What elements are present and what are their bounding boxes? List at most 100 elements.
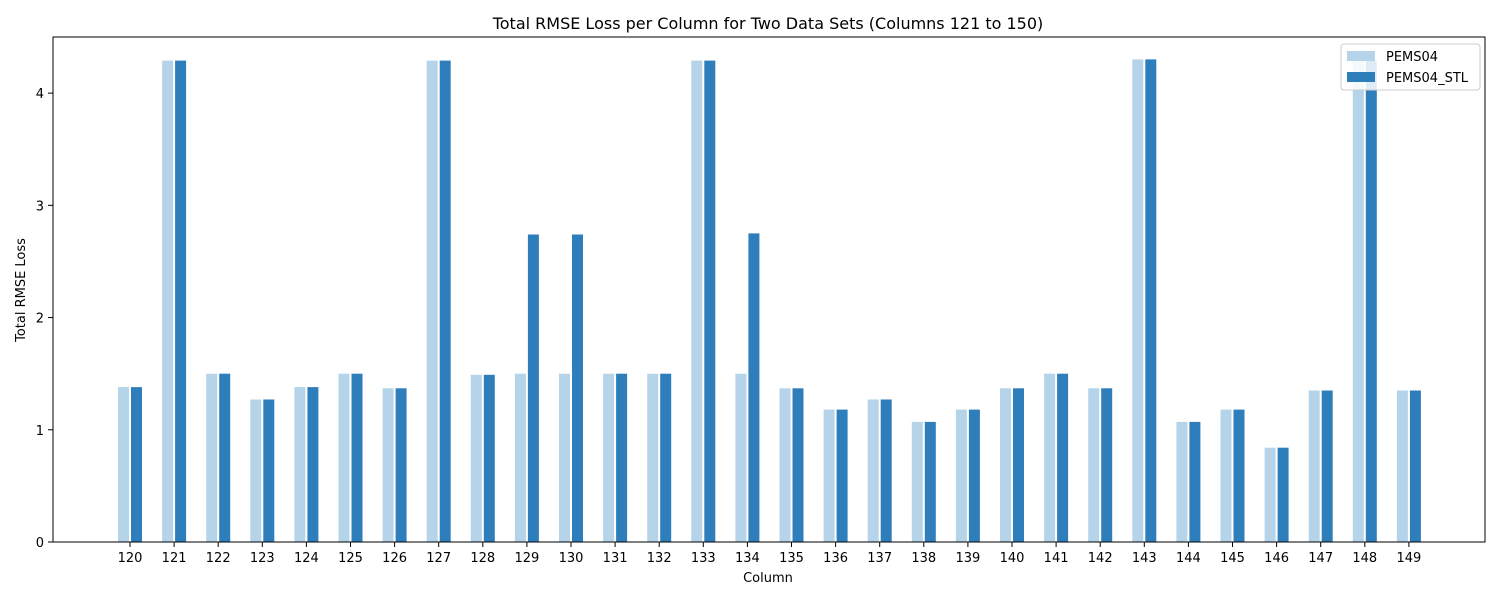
bar-pems04-stl-142 — [1101, 388, 1113, 542]
bar-pems04-stl-141 — [1057, 373, 1069, 542]
bar-pems04-139 — [955, 409, 967, 542]
bar-pems04-stl-124 — [307, 387, 319, 542]
y-axis: 0 1 2 3 4 — [36, 87, 53, 551]
x-tick-label: 144 — [1176, 551, 1201, 566]
x-tick-label: 149 — [1396, 551, 1421, 566]
bar-pems04-stl-139 — [968, 409, 980, 542]
bar-pems04-125 — [338, 373, 350, 542]
bar-pems04-stl-126 — [395, 388, 407, 542]
x-tick-label: 137 — [867, 551, 892, 566]
legend-label-pems04: PEMS04 — [1386, 50, 1438, 65]
x-axis-label: Column — [743, 571, 793, 586]
x-tick-label: 120 — [118, 551, 143, 566]
bar-pems04-stl-130 — [572, 234, 583, 542]
bar-pems04-stl-129 — [527, 234, 539, 542]
bar-pems04-135 — [779, 388, 791, 542]
y-tick-label: 0 — [36, 536, 44, 551]
x-tick-label: 122 — [206, 551, 231, 566]
bar-pems04-120 — [118, 387, 129, 542]
y-tick-label: 4 — [36, 87, 44, 102]
bars-group — [118, 59, 1421, 543]
bar-pems04-140 — [1000, 388, 1011, 542]
bar-pems04-stl-135 — [792, 388, 804, 542]
x-tick-label: 129 — [514, 551, 539, 566]
x-tick-label: 147 — [1308, 551, 1333, 566]
bar-pems04-136 — [823, 409, 835, 542]
x-tick-label: 136 — [823, 551, 848, 566]
legend-label-pems04-stl: PEMS04_STL — [1386, 71, 1469, 86]
bar-pems04-stl-146 — [1277, 447, 1289, 542]
x-tick-label: 134 — [735, 551, 760, 566]
x-tick-label: 135 — [779, 551, 804, 566]
bar-pems04-stl-144 — [1189, 421, 1201, 542]
y-axis-label: Total RMSE Loss — [14, 238, 29, 343]
bar-pems04-142 — [1088, 388, 1100, 542]
bar-pems04-stl-127 — [439, 60, 451, 542]
bar-pems04-stl-149 — [1409, 390, 1421, 542]
x-tick-label: 127 — [426, 551, 451, 566]
y-tick-label: 3 — [36, 199, 44, 214]
bar-pems04-stl-131 — [616, 373, 628, 542]
x-tick-label: 130 — [559, 551, 584, 566]
x-tick-label: 133 — [691, 551, 716, 566]
y-tick-label: 2 — [36, 312, 44, 327]
legend-box — [1340, 43, 1481, 91]
bar-pems04-stl-121 — [175, 60, 187, 542]
bar-pems04-stl-132 — [660, 373, 672, 542]
x-tick-label: 125 — [338, 551, 363, 566]
bar-pems04-stl-147 — [1321, 390, 1333, 542]
bar-pems04-148 — [1352, 60, 1364, 542]
x-tick-label: 123 — [250, 551, 275, 566]
chart-title: Total RMSE Loss per Column for Two Data … — [492, 14, 1044, 33]
bar-pems04-stl-143 — [1145, 59, 1157, 543]
bar-pems04-stl-123 — [263, 399, 275, 542]
x-tick-label: 138 — [911, 551, 936, 566]
x-tick-label: 132 — [647, 551, 672, 566]
x-tick-label: 148 — [1352, 551, 1377, 566]
bar-pems04-stl-125 — [351, 373, 363, 542]
bar-pems04-stl-136 — [836, 409, 848, 542]
bar-pems04-stl-122 — [219, 373, 231, 542]
bar-pems04-124 — [294, 387, 306, 542]
x-tick-label: 126 — [382, 551, 407, 566]
bar-pems04-stl-145 — [1233, 409, 1245, 542]
x-tick-label: 140 — [1000, 551, 1025, 566]
bar-pems04-stl-138 — [924, 421, 936, 542]
x-tick-label: 142 — [1088, 551, 1113, 566]
x-tick-label: 143 — [1132, 551, 1157, 566]
legend-swatch-pems04-stl — [1347, 72, 1375, 82]
x-tick-label: 121 — [162, 551, 187, 566]
x-tick-label: 124 — [294, 551, 319, 566]
bar-pems04-146 — [1264, 447, 1276, 542]
bar-pems04-132 — [647, 373, 659, 542]
bar-pems04-126 — [382, 388, 394, 542]
bar-pems04-145 — [1220, 409, 1232, 542]
bar-pems04-137 — [867, 399, 879, 542]
bar-pems04-122 — [206, 373, 218, 542]
x-tick-label: 146 — [1264, 551, 1289, 566]
bar-pems04-130 — [559, 373, 570, 542]
bar-pems04-stl-148 — [1365, 60, 1377, 542]
x-tick-label: 128 — [470, 551, 495, 566]
bar-pems04-stl-120 — [131, 387, 142, 542]
bar-pems04-143 — [1132, 59, 1144, 543]
bar-pems04-121 — [162, 60, 174, 542]
legend: PEMS04 PEMS04_STL — [1340, 43, 1481, 91]
bar-pems04-stl-134 — [748, 233, 760, 542]
bar-pems04-stl-140 — [1013, 388, 1024, 542]
x-tick-label: 139 — [955, 551, 980, 566]
bar-pems04-144 — [1176, 421, 1188, 542]
bar-pems04-127 — [426, 60, 438, 542]
x-axis: 120 121 122 123 124 125 126 127 128 129 130 131 132 1… — [118, 542, 1421, 566]
bar-pems04-131 — [603, 373, 615, 542]
bar-pems04-123 — [250, 399, 262, 542]
x-tick-label: 131 — [603, 551, 628, 566]
bar-pems04-stl-128 — [483, 374, 495, 542]
plot-area-frame — [52, 36, 1486, 543]
bar-pems04-128 — [470, 374, 482, 542]
bar-pems04-133 — [691, 60, 703, 542]
bar-pems04-147 — [1308, 390, 1320, 542]
bar-pems04-134 — [735, 373, 747, 542]
x-tick-label: 141 — [1044, 551, 1069, 566]
